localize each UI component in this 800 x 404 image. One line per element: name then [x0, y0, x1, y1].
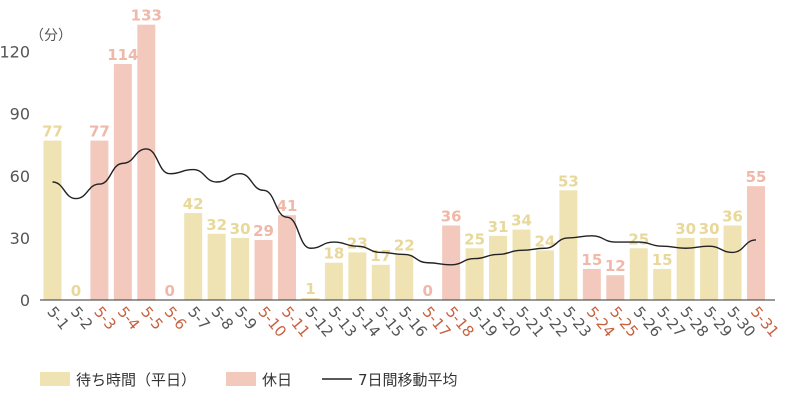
- y-tick-label: 30: [10, 229, 30, 248]
- bar-value-label: 25: [464, 230, 485, 248]
- legend-label-moving_average: 7日間移動平均: [358, 371, 458, 389]
- bar: [465, 248, 484, 300]
- bar-value-label: 34: [511, 212, 532, 230]
- bar: [629, 248, 648, 300]
- bar: [747, 186, 765, 300]
- y-axis: 0 30 60 90 120（分）: [0, 28, 72, 310]
- bar: [582, 268, 601, 300]
- bar-value-label: 23: [347, 234, 368, 252]
- bar-value-label: 30: [675, 220, 696, 238]
- x-tick-label: 5-9: [231, 303, 261, 333]
- bar-value-label: 30: [699, 220, 720, 238]
- moving-average-group: [52, 148, 757, 266]
- bar: [207, 233, 226, 300]
- bar-value-label: 15: [652, 251, 673, 269]
- bar-value-label: 0: [422, 282, 432, 300]
- bar: [43, 140, 62, 300]
- x-tick-label: 5-4: [114, 303, 144, 333]
- bar-value-label: 0: [165, 282, 175, 300]
- bar-value-label: 133: [131, 7, 162, 25]
- legend-label-holiday: 休日: [262, 371, 292, 389]
- bar-value-label: 1: [305, 280, 315, 298]
- bar-value-label: 32: [206, 216, 227, 234]
- bar-value-label: 55: [746, 168, 767, 186]
- bar: [113, 64, 132, 301]
- legend-swatch-weekday: [40, 372, 70, 386]
- y-tick-label: 0: [20, 291, 30, 310]
- bar-value-label: 24: [535, 232, 556, 250]
- bar: [676, 237, 695, 300]
- bar: [184, 213, 203, 300]
- bar: [348, 252, 367, 300]
- x-tick-label: 5-3: [90, 303, 120, 333]
- bar: [512, 229, 531, 300]
- bar-value-label: 41: [277, 197, 298, 215]
- bar: [278, 215, 296, 300]
- x-axis: 5-15-25-35-45-55-65-75-85-95-105-115-125…: [40, 299, 783, 341]
- bar: [395, 254, 414, 300]
- bar-value-label: 42: [183, 195, 204, 213]
- bar: [254, 239, 273, 300]
- x-tick-label: 5-5: [137, 303, 167, 333]
- x-tick-label: 5-6: [161, 303, 191, 333]
- bar: [137, 24, 156, 300]
- x-tick-label: 5-8: [208, 303, 238, 333]
- bar: [489, 235, 508, 300]
- bar-value-label: 36: [722, 207, 743, 225]
- bars-group: [43, 24, 765, 301]
- legend-swatch-holiday: [226, 372, 256, 386]
- bar-value-label: 17: [370, 247, 391, 265]
- bar-value-label: 12: [605, 257, 626, 275]
- bar-value-label: 114: [107, 46, 138, 64]
- bar: [301, 297, 320, 300]
- bar: [723, 225, 742, 300]
- bar: [324, 262, 343, 300]
- bar: [653, 268, 672, 300]
- bar-value-label: 18: [323, 245, 344, 263]
- y-unit-label: （分）: [30, 28, 72, 44]
- bar: [231, 237, 250, 300]
- legend-label-weekday: 待ち時間（平日）: [76, 371, 196, 389]
- y-tick-label: 90: [10, 105, 30, 124]
- bar-value-label: 53: [558, 172, 579, 190]
- bar-value-label: 77: [89, 123, 110, 141]
- bar-value-label: 22: [394, 236, 415, 254]
- bar: [442, 225, 461, 300]
- bar: [559, 190, 578, 300]
- x-tick-label: 5-2: [67, 303, 97, 333]
- bar-value-label: 0: [71, 282, 81, 300]
- bar-value-label: 36: [441, 207, 462, 225]
- bar-value-label: 31: [488, 218, 509, 236]
- bar-value-label: 77: [42, 123, 63, 141]
- moving-average-line: [52, 148, 757, 266]
- x-tick-label: 5-1: [43, 303, 73, 333]
- bar: [371, 264, 390, 300]
- bar-value-label: 25: [628, 230, 649, 248]
- x-tick-label: 5-7: [184, 303, 214, 333]
- bar-value-label: 30: [230, 220, 251, 238]
- bar-value-label: 29: [253, 222, 274, 240]
- bar: [700, 237, 719, 300]
- bar: [90, 140, 109, 300]
- y-tick-label: 120: [0, 43, 30, 62]
- bar-value-label: 15: [581, 251, 602, 269]
- bar: [535, 250, 554, 300]
- legend: 待ち時間（平日） 休日 7日間移動平均: [40, 371, 458, 389]
- y-tick-label: 60: [10, 167, 30, 186]
- bar: [606, 275, 625, 300]
